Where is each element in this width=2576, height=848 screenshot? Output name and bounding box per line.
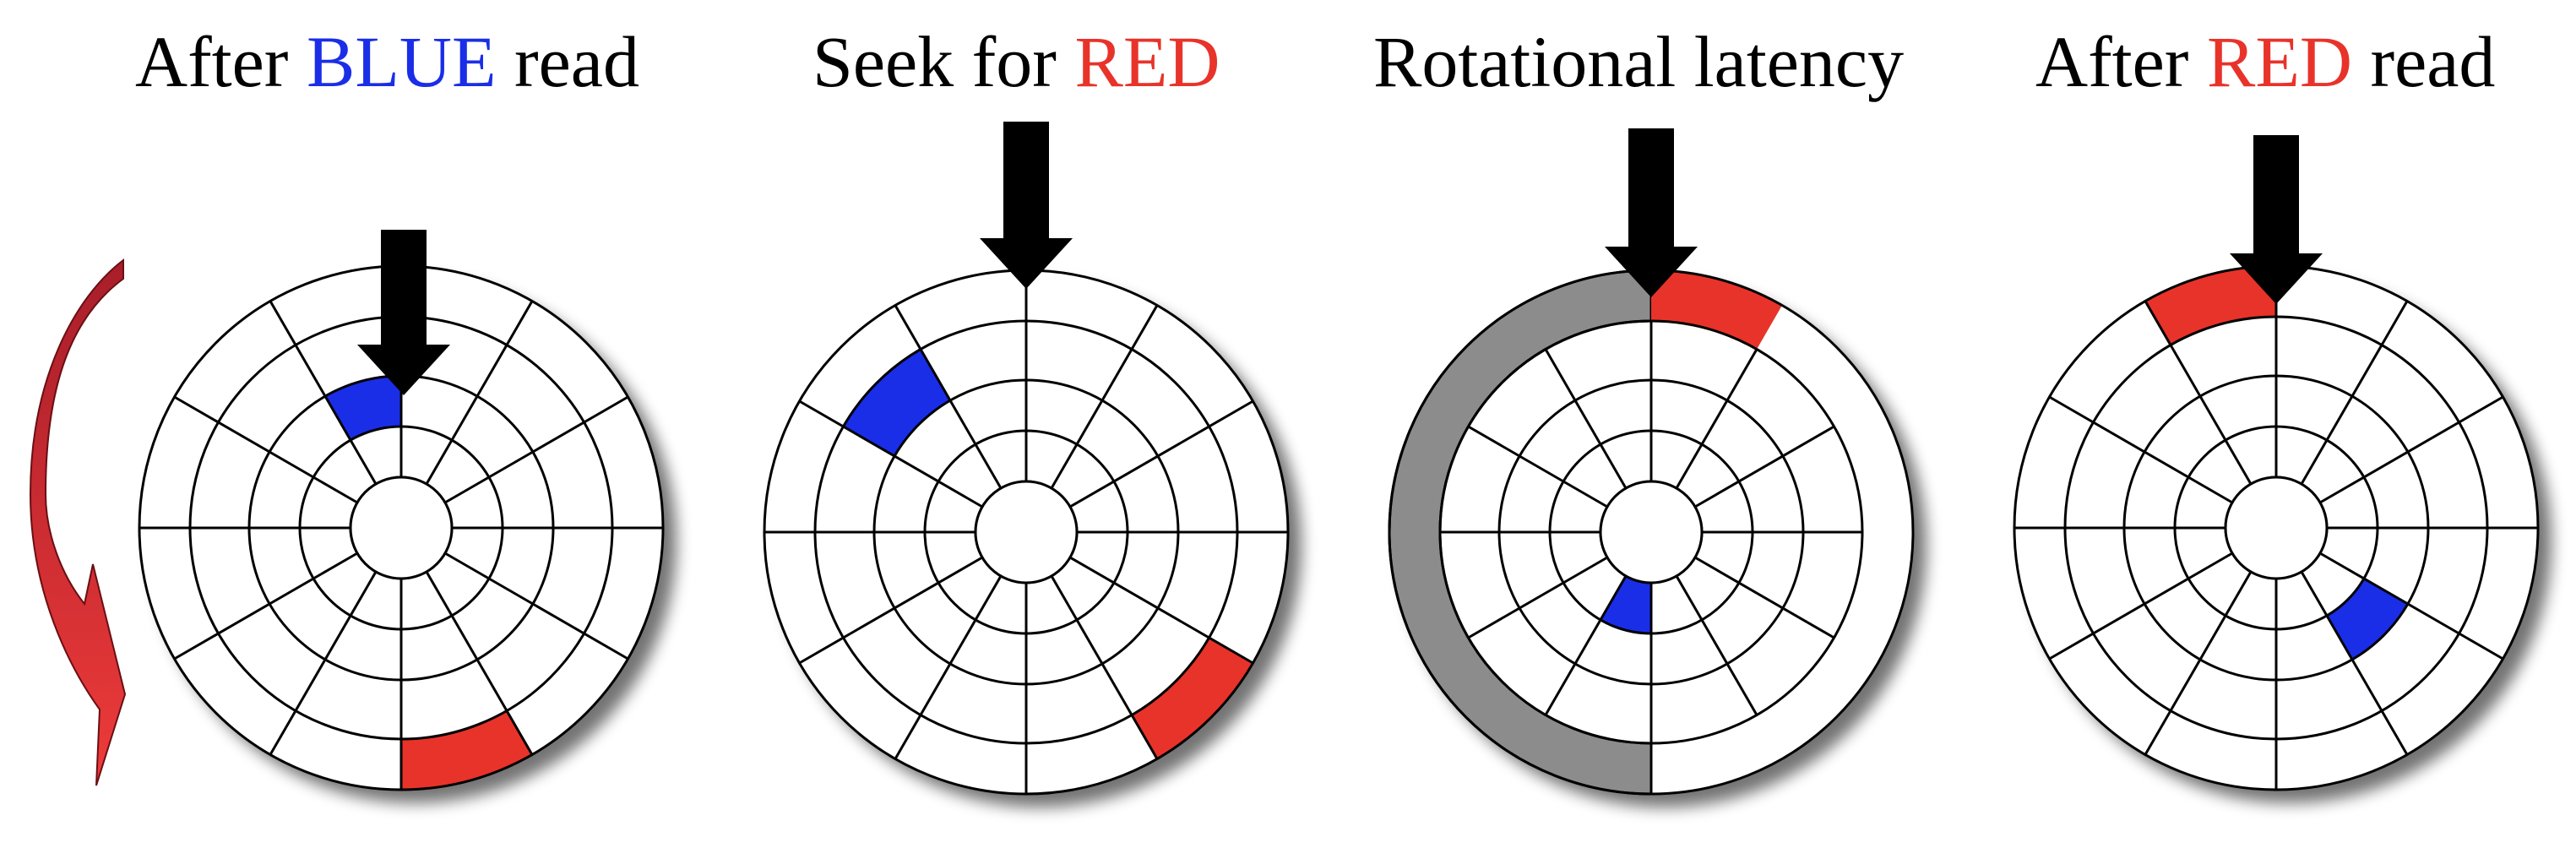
sector-spoke (1050, 304, 1159, 489)
title-2-part-2: RED (1074, 21, 1220, 102)
panel-title-1: After BLUE read (135, 15, 639, 108)
title-1-part-1: After (135, 21, 307, 102)
sector-spoke (2319, 395, 2504, 504)
disk-hub (974, 480, 1079, 584)
panel-title-4: After RED read (2035, 15, 2495, 108)
sector-spoke (1467, 556, 1608, 639)
head-arrow-icon (2230, 135, 2323, 304)
sector-spoke (894, 575, 1003, 760)
panel-title-2: Seek for RED (812, 15, 1220, 108)
sector-spoke (1069, 556, 1254, 665)
sector-spoke (2300, 571, 2409, 756)
rotation-arrow-icon (29, 258, 127, 786)
title-2-part-1: Seek for (812, 21, 1075, 102)
sector-spoke (2048, 395, 2233, 504)
disk-hub (349, 476, 454, 580)
sector-spoke (1050, 575, 1159, 760)
disk-hub (1599, 480, 1704, 584)
sector-spoke (2144, 300, 2253, 485)
sector-spoke (1694, 425, 1835, 508)
sector-spoke (269, 300, 378, 485)
title-1-part-2: BLUE (306, 21, 497, 102)
sector-spoke (444, 395, 629, 504)
sector-spoke (173, 552, 358, 660)
sector-spoke (2300, 300, 2409, 485)
head-arrow-icon (1605, 128, 1698, 297)
head-arrow-icon (980, 122, 1073, 289)
sector-spoke (1675, 348, 1758, 489)
blue-sector (2327, 579, 2408, 660)
sector-spoke (425, 300, 534, 485)
sector-spoke (1675, 575, 1758, 716)
disk-hub (2224, 476, 2329, 580)
disk-1 (138, 230, 665, 791)
sector-spoke (1544, 575, 1628, 716)
sector-spoke (444, 552, 629, 660)
sector-spoke (1069, 400, 1254, 508)
sector-spoke (425, 571, 534, 756)
panel-title-3: Rotational latency (1373, 15, 1904, 108)
title-1-part-3: read (496, 21, 639, 102)
sector-spoke (2048, 552, 2233, 660)
disk-3 (1388, 128, 1915, 796)
blue-sector (843, 349, 950, 456)
title-4-part-3: read (2351, 21, 2496, 102)
sector-spoke (798, 556, 983, 665)
head-arrow-icon (357, 230, 450, 395)
red-sector (1132, 638, 1253, 759)
sector-spoke (798, 400, 983, 508)
sector-spoke (894, 304, 1003, 489)
sector-spoke (173, 395, 358, 504)
title-4-part-1: After (2035, 21, 2207, 102)
title-4-part-2: RED (2206, 21, 2352, 102)
blue-sector (325, 376, 401, 441)
disk-2 (763, 122, 1290, 796)
sector-spoke (269, 571, 378, 756)
sector-spoke (1544, 348, 1628, 489)
title-3-part-1: Rotational latency (1373, 21, 1905, 102)
sector-spoke (2319, 552, 2504, 660)
disk-4 (2013, 135, 2540, 791)
sector-spoke (1467, 425, 1608, 508)
blue-sector (1600, 575, 1651, 633)
sector-spoke (1694, 556, 1835, 639)
sector-spoke (2144, 571, 2253, 756)
